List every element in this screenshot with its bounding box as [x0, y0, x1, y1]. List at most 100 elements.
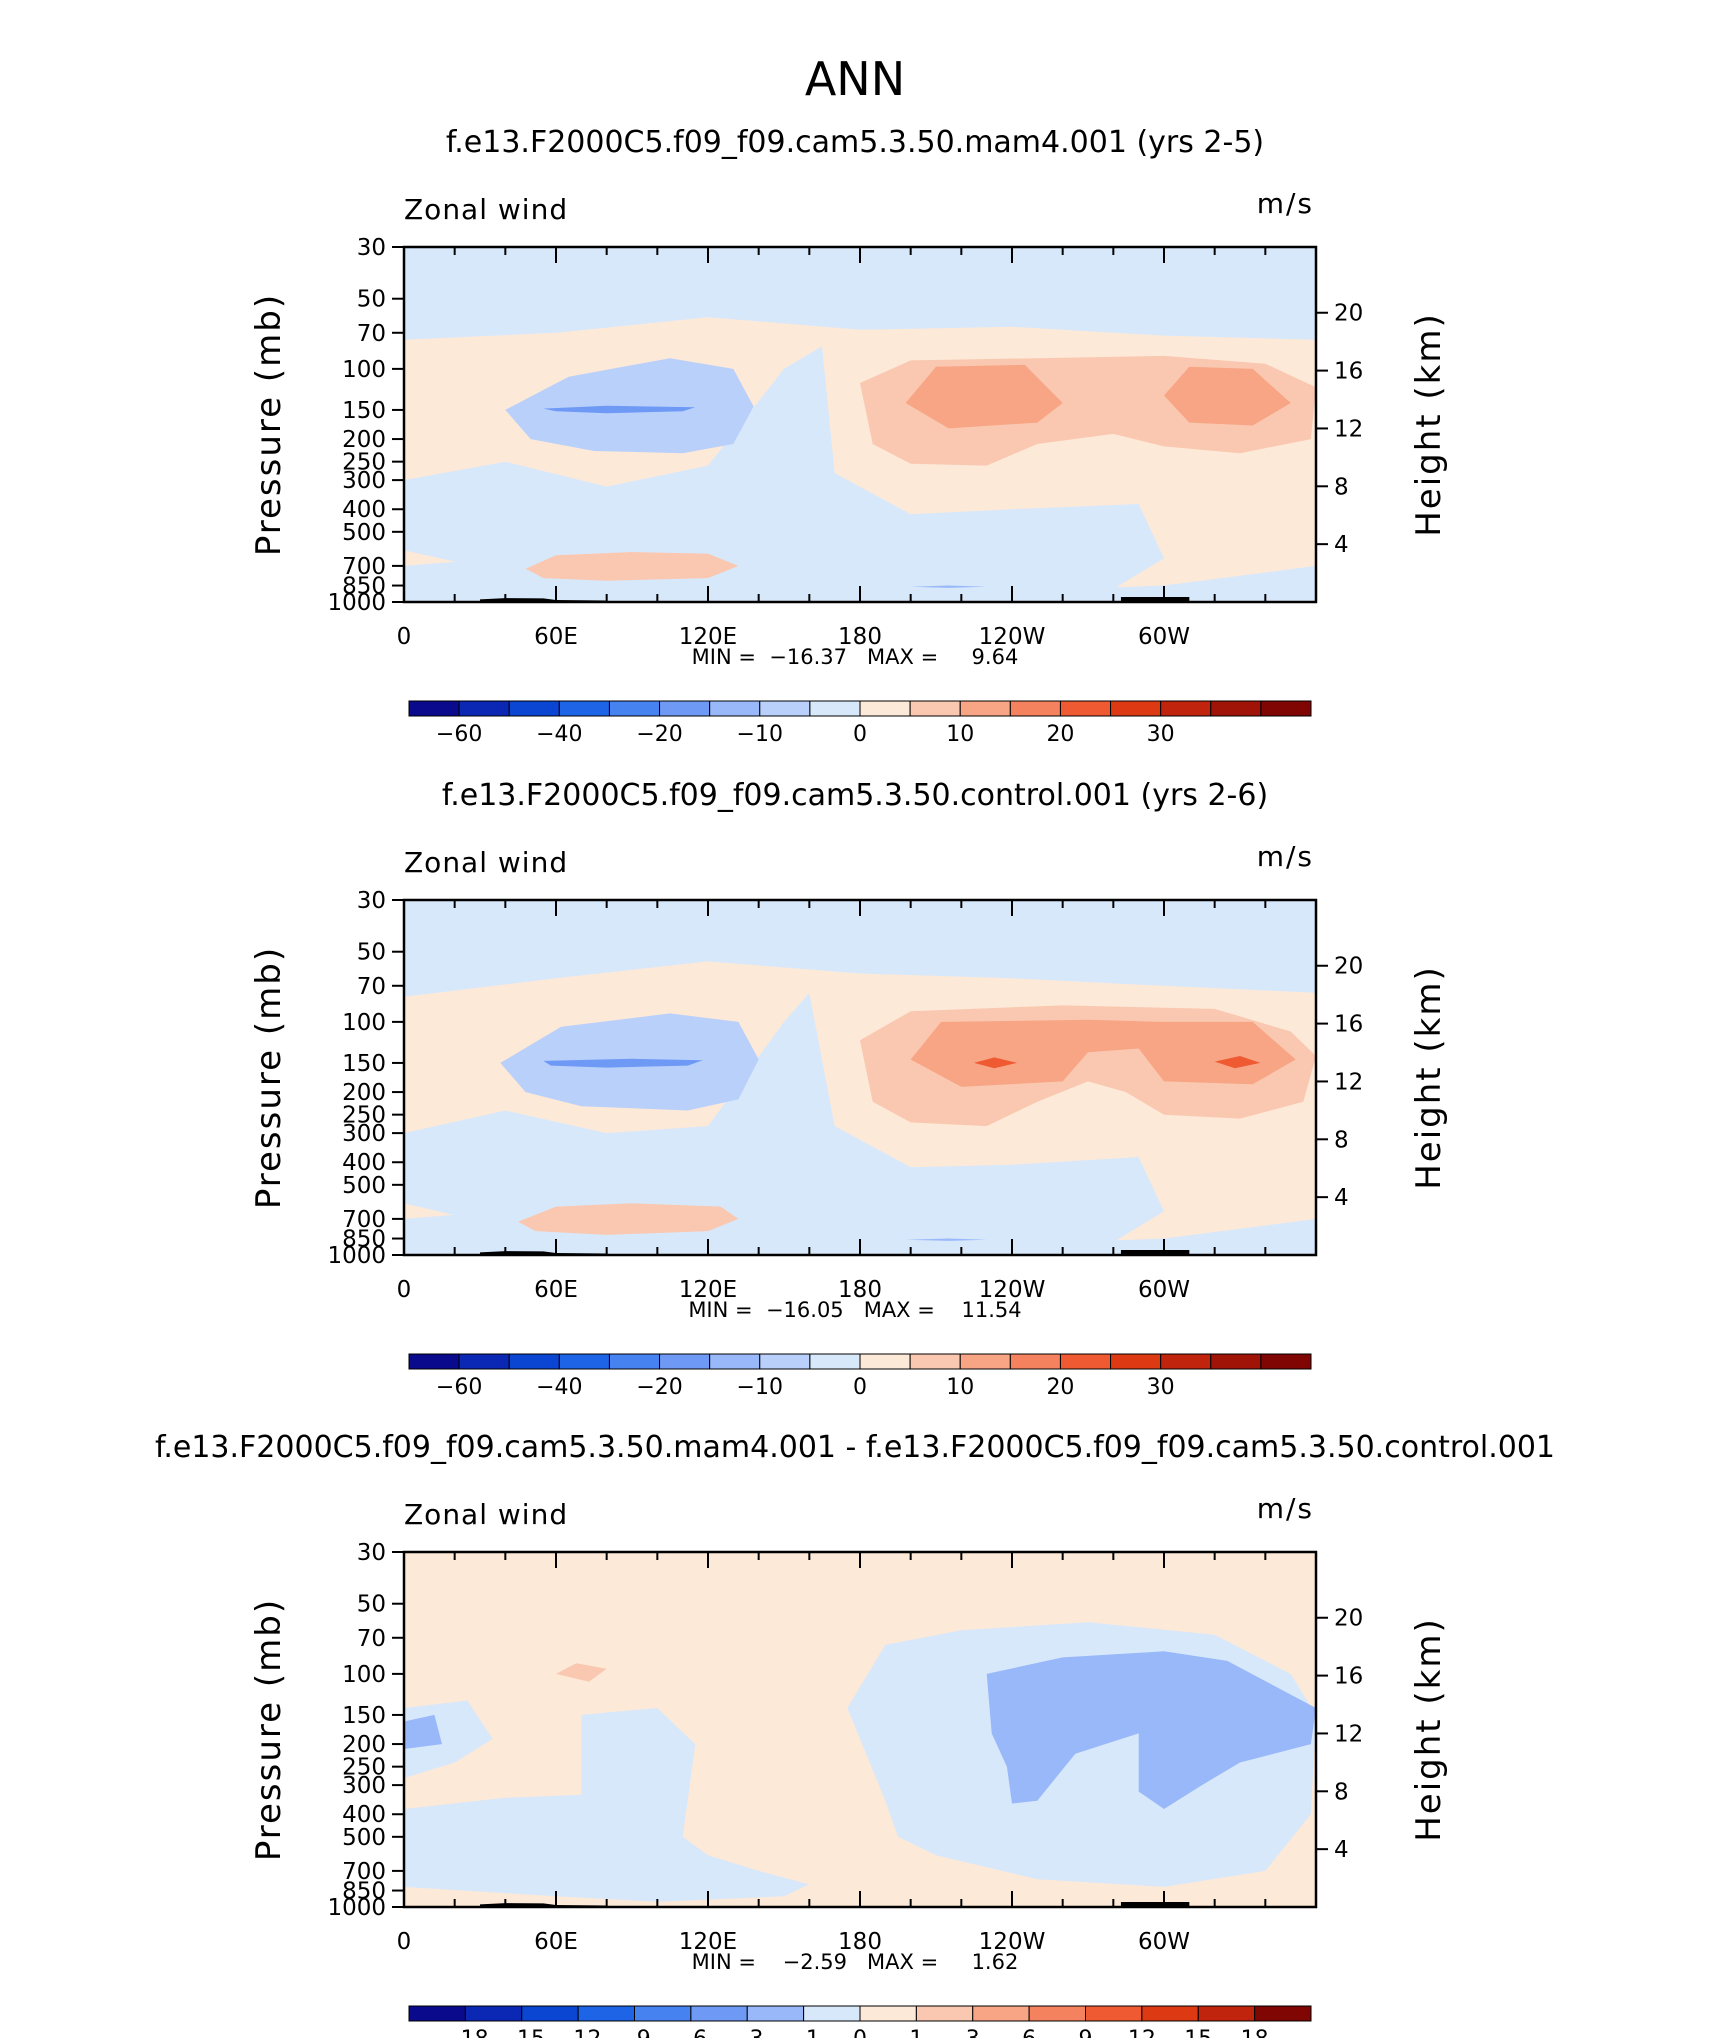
y-right-axis-title: Height (km)	[1409, 1617, 1449, 1842]
colorbar-box	[508, 700, 560, 717]
colorbar-box	[521, 2005, 579, 2022]
colorbar-box	[803, 2005, 861, 2022]
colorbar-box	[408, 2005, 466, 2022]
colorbar-box	[659, 1353, 711, 1370]
contour-region	[518, 1203, 739, 1235]
contour-region	[404, 346, 1164, 594]
colorbar-label: 0	[853, 722, 867, 747]
y-tick-label: 400	[342, 497, 386, 523]
panel-title: f.e13.F2000C5.f09_f09.cam5.3.50.mam4.001…	[155, 1430, 1555, 1465]
colorbar-label: 9	[1079, 2027, 1093, 2038]
colorbar-box	[508, 1353, 560, 1370]
colorbar-box	[558, 700, 610, 717]
colorbar-box	[746, 2005, 805, 2022]
colorbar-box	[1110, 700, 1162, 717]
y-tick-label: 50	[357, 940, 386, 966]
min-max-stats: MIN = −16.37 MAX = 9.64	[692, 645, 1019, 669]
colorbar-label: −10	[737, 722, 783, 747]
colorbar-box	[709, 700, 761, 717]
x-tick-label: 60W	[1138, 1277, 1190, 1303]
colorbar-label: 30	[1147, 1375, 1175, 1400]
y-right-tick-label: 4	[1334, 1837, 1349, 1863]
colorbar-box	[759, 1353, 811, 1370]
y-right-tick-label: 4	[1334, 1185, 1349, 1211]
y-right-tick-label: 20	[1334, 1606, 1363, 1632]
colorbar-label: −40	[536, 1375, 582, 1400]
colorbar-label: −9	[618, 2027, 650, 2038]
colorbar-box	[1160, 1353, 1212, 1370]
x-tick-label: 0	[397, 624, 412, 650]
colorbar-box	[1210, 700, 1262, 717]
colorbar-box	[809, 700, 861, 717]
colorbar-label: −20	[636, 1375, 682, 1400]
y-tick-label: 100	[342, 1662, 386, 1688]
contour-region	[404, 1708, 810, 1902]
colorbar-box	[859, 1353, 911, 1370]
colorbar-label: −60	[436, 1375, 482, 1400]
x-tick-label: 120E	[679, 1929, 737, 1955]
x-tick-label: 60W	[1138, 1929, 1190, 1955]
colorbar-box	[915, 2005, 974, 2022]
colorbar-box	[709, 1353, 761, 1370]
y-tick-label: 50	[357, 1592, 386, 1618]
colorbar-box	[659, 700, 711, 717]
colorbar-box	[464, 2005, 523, 2022]
y-right-tick-label: 16	[1334, 1664, 1363, 1690]
y-tick-label: 250	[342, 450, 386, 476]
y-tick-label: 200	[342, 1732, 386, 1758]
y-right-tick-label: 4	[1334, 532, 1349, 558]
colorbar-box	[809, 1353, 861, 1370]
y-tick-label: 300	[342, 468, 386, 494]
colorbar-box	[1260, 700, 1312, 717]
y-tick-label: 100	[342, 1010, 386, 1036]
y-tick-label: 400	[342, 1802, 386, 1828]
colorbar-box	[634, 2005, 692, 2022]
x-tick-label: 60W	[1138, 624, 1190, 650]
colorbar-box	[1254, 2005, 1312, 2022]
y-tick-label: 300	[342, 1773, 386, 1799]
y-right-tick-label: 8	[1334, 474, 1349, 500]
colorbar-label: 12	[1128, 2027, 1156, 2038]
colorbar-box	[608, 1353, 661, 1370]
y-right-tick-label: 8	[1334, 1779, 1349, 1805]
colorbar-label: −6	[675, 2027, 707, 2038]
colorbar-box	[1197, 2005, 1256, 2022]
contour-region	[974, 1057, 1018, 1069]
y-tick-label: 50	[357, 287, 386, 313]
contour-region	[505, 358, 754, 454]
x-tick-label: 0	[397, 1277, 412, 1303]
colorbar-box	[859, 700, 911, 717]
colorbar-label: −10	[737, 1375, 783, 1400]
x-tick-label: 180	[838, 1929, 882, 1955]
y-right-axis-title: Height (km)	[1409, 312, 1449, 537]
x-tick-label: 180	[838, 624, 882, 650]
y-tick-label: 150	[342, 1051, 386, 1077]
y-right-tick-label: 12	[1334, 1721, 1363, 1747]
x-tick-label: 120W	[979, 624, 1046, 650]
colorbar-label: 15	[1184, 2027, 1212, 2038]
colorbar-label: −40	[536, 722, 582, 747]
contour-region	[1164, 366, 1291, 426]
y-tick-label: 250	[342, 1755, 386, 1781]
y-tick-label: 700	[342, 1859, 386, 1885]
colorbar-box	[859, 2005, 917, 2022]
y-right-tick-label: 20	[1334, 954, 1363, 980]
y-tick-label: 70	[357, 1626, 386, 1652]
colorbar-label: 20	[1046, 1375, 1074, 1400]
x-tick-label: 60E	[534, 1277, 578, 1303]
colorbar-label: 3	[966, 2027, 980, 2038]
x-tick-label: 120E	[679, 1277, 737, 1303]
chart-panel-3: f.e13.F2000C5.f09_f09.cam5.3.50.mam4.001…	[155, 1430, 1555, 2038]
y-tick-label: 70	[357, 974, 386, 1000]
y-right-tick-label: 16	[1334, 1012, 1363, 1038]
field-label: Zonal wind	[404, 193, 568, 226]
colorbar-label: 18	[1241, 2027, 1269, 2038]
colorbar-box	[1085, 2005, 1143, 2022]
colorbar-label: 0	[853, 1375, 867, 1400]
y-tick-label: 700	[342, 554, 386, 580]
units-label: m/s	[1257, 840, 1314, 873]
y-tick-label: 1000	[327, 590, 386, 616]
y-right-tick-label: 8	[1334, 1127, 1349, 1153]
y-tick-label: 30	[357, 888, 386, 914]
colorbar-box	[909, 700, 961, 717]
